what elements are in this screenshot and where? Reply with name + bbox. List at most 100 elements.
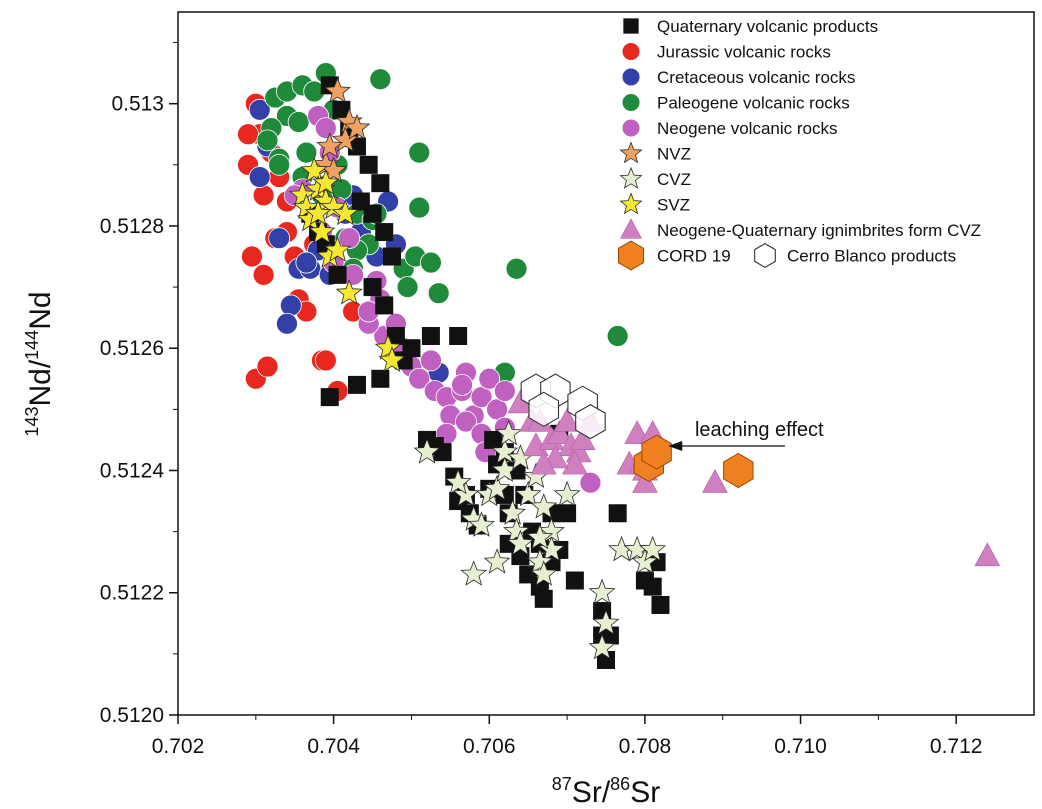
plot-frame [177, 11, 1035, 716]
point-star-s7-13 [378, 346, 406, 372]
point-triangle-s8-10 [562, 450, 588, 475]
point-star-s7-0 [300, 156, 328, 183]
point-square-s4-59 [651, 595, 670, 614]
point-star-s6-17 [530, 560, 558, 586]
point-triangle-s8-18 [632, 469, 658, 493]
point-circle-s3-37 [451, 373, 473, 396]
point-circle-s2-8 [256, 129, 279, 152]
x-tick-label-4: 0.710 [774, 735, 827, 758]
legend: Quaternary volcanic products Jurassic vol… [618, 17, 981, 271]
point-circle-s2-32 [606, 325, 629, 347]
point-star-s6-0 [413, 437, 441, 464]
point-star-s6-11 [506, 529, 534, 556]
x-axis-title-base2: Sr [630, 776, 660, 809]
legend-label-5: NVZ [657, 145, 691, 164]
point-star-s6-18 [538, 517, 565, 543]
y-tick-label-0: 0.5120 [100, 704, 164, 727]
x-tick-label-3: 0.708 [619, 735, 672, 758]
point-circle-s3-34 [579, 471, 602, 494]
y-tick-label-5: 0.513 [111, 93, 164, 116]
point-star-s6-7 [491, 437, 519, 464]
point-circle-s1-18 [295, 251, 318, 274]
data-marks [237, 62, 1001, 669]
point-circle-s2-28 [408, 141, 431, 164]
legend-marker-5 [619, 141, 643, 164]
point-circle-s0-1 [252, 263, 275, 286]
point-circle-s1-5 [276, 312, 298, 335]
point-square-s4-48 [565, 571, 584, 590]
point-circle-s0-21 [237, 123, 259, 146]
y-tick-label-4: 0.5128 [100, 215, 164, 238]
legend-marker-6 [619, 166, 643, 189]
point-triangle-s8-19 [702, 469, 728, 493]
point-circle-s0-0 [241, 245, 263, 268]
legend-label-4: Neogene volcanic rocks [657, 119, 837, 138]
point-square-s4-4 [359, 155, 378, 174]
point-square-s4-20 [449, 326, 468, 345]
y-tick-label-3: 0.5126 [100, 337, 164, 360]
point-circle-s2-26 [420, 251, 442, 274]
point-triangle-s8-5 [546, 420, 573, 444]
y-tick-label-1: 0.5122 [100, 582, 164, 605]
point-circle-s0-9 [314, 349, 337, 372]
point-star-s7-12 [374, 334, 402, 360]
point-star-s5-6 [343, 113, 371, 140]
point-circle-s3-27 [486, 398, 508, 421]
point-circle-s1-0 [248, 98, 271, 121]
x-axis-title-sup2: 86 [610, 774, 630, 794]
x-tick-label-1: 0.704 [307, 735, 360, 758]
x-axis-title-base1: Sr/ [572, 776, 611, 809]
point-square-s4-41 [558, 504, 577, 523]
point-circle-s2-34 [295, 141, 318, 164]
legend-marker-8 [619, 218, 643, 239]
legend-label-1: Jurassic volcanic rocks [657, 43, 831, 62]
point-star-s7-2 [289, 181, 316, 207]
point-square-s4-21 [402, 339, 421, 358]
legend-marker-7 [619, 192, 643, 215]
legend-label-2: Cretaceous volcanic rocks [657, 68, 855, 87]
point-star-s6-20 [460, 560, 488, 586]
point-circle-s1-3 [268, 227, 291, 250]
point-circle-s1-2 [248, 166, 271, 188]
point-square-s4-53 [597, 650, 615, 669]
point-star-s7-15 [312, 169, 340, 195]
point-circle-s2-25 [408, 196, 431, 219]
point-square-s4-54 [600, 626, 619, 645]
point-square-s4-19 [421, 326, 440, 345]
point-star-s6-12 [514, 480, 542, 507]
point-triangle-s8-12 [530, 450, 557, 475]
point-star-s7-14 [304, 199, 332, 226]
point-circle-s2-27 [427, 282, 450, 305]
legend-label-9: CORD 19 [657, 247, 731, 266]
point-star-s7-11 [335, 279, 363, 305]
legend-marker-4 [621, 118, 641, 138]
point-star-s5-2 [331, 126, 359, 152]
point-hexagon-open-s10-4 [575, 403, 606, 440]
point-circle-s2-30 [505, 257, 528, 280]
point-square-s4-13 [328, 265, 347, 284]
point-circle-s2-10 [268, 153, 291, 176]
legend-marker-3 [621, 93, 641, 112]
point-star-s6-30 [483, 548, 511, 574]
point-square-s4-15 [375, 296, 394, 315]
point-star-s7-3 [292, 193, 320, 219]
y-axis-title-sup2: 144 [22, 330, 42, 360]
point-triangle-s8-20 [974, 542, 1001, 567]
point-triangle-s8-6 [554, 407, 580, 432]
point-star-s7-6 [308, 218, 336, 244]
point-star-s6-15 [538, 535, 565, 562]
point-hexagon-s9-1 [641, 434, 672, 470]
y-axis-title-sup1: 143 [22, 407, 42, 437]
legend-marker-9 [618, 240, 644, 271]
point-square-s4-16 [386, 326, 405, 345]
point-circle-s3-1 [314, 117, 337, 140]
point-square-s4-1 [332, 100, 351, 119]
legend-label-7: SVZ [657, 196, 690, 215]
point-circle-s2-29 [369, 68, 392, 91]
point-star-s7-9 [324, 236, 351, 262]
point-circle-s3-7 [338, 227, 361, 250]
point-square-s4-5 [371, 174, 390, 193]
legend-marker-0 [623, 18, 639, 34]
point-star-s6-3 [468, 511, 495, 537]
point-star-s6-9 [499, 499, 527, 525]
